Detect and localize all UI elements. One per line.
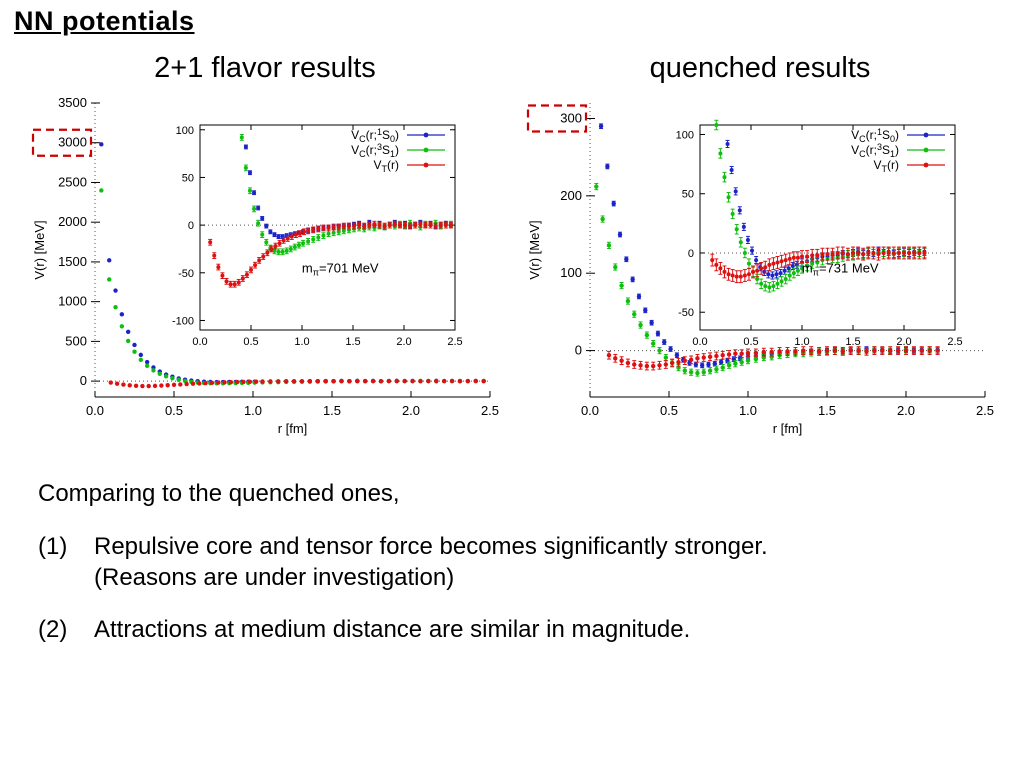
x-tick-label: 2.5 [481, 403, 499, 418]
y-axis-label: V(r) [MeV] [527, 220, 542, 279]
series-red [710, 246, 927, 284]
left-chart-header: 2+1 flavor results [154, 52, 376, 84]
inset-x-tick-label: 0.5 [243, 336, 258, 348]
legend-label: VC(r;3S1) [851, 142, 899, 159]
legend-label: VC(r;1S0) [851, 127, 899, 144]
y-tick-label: 2000 [58, 214, 87, 229]
x-tick-label: 2.5 [976, 403, 994, 418]
x-tick-label: 1.5 [323, 403, 341, 418]
inset-y-tick-label: -100 [172, 315, 194, 327]
inset-y-tick-label: -50 [178, 268, 194, 280]
inset-x-tick-label: 1.5 [845, 336, 860, 348]
inset-x-tick-label: 0.0 [192, 336, 207, 348]
notes-intro: Comparing to the quenched ones, [38, 480, 400, 507]
series-red [208, 220, 453, 288]
series-red [606, 346, 940, 371]
left-scatter-chart: 0 500 1000 1500 2000 2500 3000 3500 0.0 0.5 1.0 1.5… [30, 95, 500, 445]
x-tick-label: 2.0 [402, 403, 420, 418]
inset-y-tick-label: 0 [688, 248, 694, 260]
y-tick-label: 0 [80, 373, 87, 388]
inset-plot: -50 0 50 100 0.0 0.5 1.0 1.5 2.0 2.5 VC(r;1S0)VC(r… [676, 119, 963, 348]
x-tick-label: 1.0 [739, 403, 757, 418]
legend-label: VT(r) [873, 158, 899, 174]
y-tick-label: 2500 [58, 174, 87, 189]
highlight-box [526, 104, 588, 133]
inset-y-tick-label: 50 [682, 189, 694, 201]
inset-x-tick-label: 0.5 [743, 336, 758, 348]
y-tick-label: 3000 [58, 135, 87, 150]
inset-x-tick-label: 2.0 [896, 336, 911, 348]
notes-block: Comparing to the quenched ones, (1) Repu… [38, 478, 978, 665]
inset-y-tick-label: 100 [676, 129, 694, 141]
legend: VC(r;1S0)VC(r;3S1)VT(r) [351, 127, 445, 174]
y-tick-label: 1500 [58, 254, 87, 269]
inset-plot: -100 -50 0 50 100 0.0 0.5 1.0 1.5 2.0 2.5 VC(r;1S0)… [172, 124, 463, 348]
x-tick-label: 0.0 [581, 403, 599, 418]
note-line: Repulsive core and tensor force becomes … [94, 533, 768, 561]
note-text-1: Repulsive core and tensor force becomes … [94, 531, 978, 593]
legend-label: VC(r;3S1) [351, 142, 399, 159]
x-axis-label: r [fm] [773, 421, 803, 436]
y-tick-label: 300 [560, 110, 582, 125]
note-line: Attractions at medium distance are simil… [94, 615, 691, 643]
note-item-1: (1) Repulsive core and tensor force beco… [38, 531, 978, 593]
y-tick-label: 1000 [58, 294, 87, 309]
inset-x-tick-label: 1.0 [294, 336, 309, 348]
scatter-plot: 0 100 200 300 0.0 0.5 1.0 1.5 2.0 2.5 V(r) [MeV] r … [526, 103, 994, 436]
series-red [108, 378, 486, 389]
inset-y-tick-label: 50 [182, 172, 194, 184]
legend: VC(r;1S0)VC(r;3S1)VT(r) [851, 127, 945, 174]
pion-mass-label: mπ=731 MeV [802, 261, 879, 278]
page-title: NN potentials [14, 6, 195, 36]
inset-y-tick-label: 0 [188, 220, 194, 232]
note-text-2: Attractions at medium distance are simil… [94, 614, 978, 645]
inset-x-tick-label: 2.0 [396, 336, 411, 348]
y-tick-label: 500 [65, 333, 87, 348]
pion-mass-label: mπ=701 MeV [302, 261, 379, 278]
y-tick-label: 3500 [58, 95, 87, 110]
right-chart-header: quenched results [649, 52, 871, 84]
inset-y-tick-label: -50 [678, 307, 694, 319]
legend-label: VC(r;1S0) [351, 127, 399, 144]
y-tick-label: 200 [560, 188, 582, 203]
inset-x-tick-label: 0.0 [692, 336, 707, 348]
x-tick-label: 1.0 [244, 403, 262, 418]
legend-label: VT(r) [373, 158, 399, 174]
right-scatter-chart: 0 100 200 300 0.0 0.5 1.0 1.5 2.0 2.5 V(r) [MeV] r … [525, 95, 995, 445]
x-tick-label: 1.5 [818, 403, 836, 418]
x-tick-label: 0.5 [165, 403, 183, 418]
x-tick-label: 0.5 [660, 403, 678, 418]
y-axis-label: V(r) [MeV] [32, 220, 47, 279]
inset-x-tick-label: 2.5 [447, 336, 462, 348]
y-tick-label: 100 [560, 265, 582, 280]
x-axis-label: r [fm] [278, 421, 308, 436]
note-line: (Reasons are under investigation) [94, 564, 455, 592]
inset-x-tick-label: 1.0 [794, 336, 809, 348]
x-tick-label: 2.0 [897, 403, 915, 418]
inset-x-tick-label: 2.5 [947, 336, 962, 348]
inset-x-tick-label: 1.5 [345, 336, 360, 348]
highlight-box [31, 128, 93, 157]
y-tick-label: 0 [575, 343, 582, 358]
inset-frame [699, 124, 956, 331]
x-tick-label: 0.0 [86, 403, 104, 418]
note-number-2: (2) [38, 615, 68, 643]
inset-y-tick-label: 100 [176, 125, 194, 137]
note-number-1: (1) [38, 533, 68, 561]
note-item-2: (2) Attractions at medium distance are s… [38, 614, 978, 645]
series-green [714, 119, 927, 293]
